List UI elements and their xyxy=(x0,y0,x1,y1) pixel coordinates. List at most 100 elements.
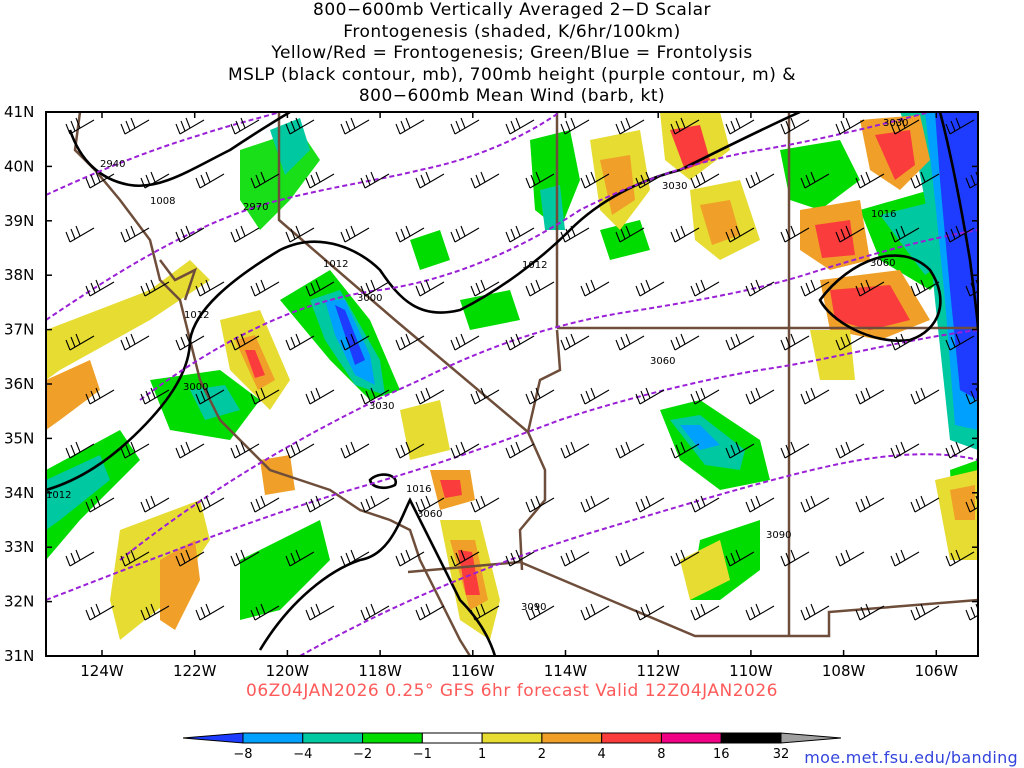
wind-barb xyxy=(690,387,720,405)
wind-barb xyxy=(635,603,665,621)
colorbar-box xyxy=(421,732,483,744)
wind-barb xyxy=(725,441,755,459)
wind-barb xyxy=(395,549,425,567)
wind-barb xyxy=(910,387,940,405)
wind-barb xyxy=(415,603,445,621)
wind-barb xyxy=(175,441,205,459)
longitude-axis: 124W 122W 120W 118W 116W 114W 112W 110W 108W 106W xyxy=(80,112,958,680)
colorbar-box xyxy=(660,732,722,744)
wind-barb xyxy=(725,549,755,567)
wind-barb xyxy=(890,549,920,567)
wind-barb xyxy=(305,603,335,621)
colorbar-label: −2 xyxy=(353,747,372,762)
wind-barb xyxy=(305,495,335,513)
map-title: 800−600mb Vertically Averaged 2−D Scalar… xyxy=(0,0,1024,108)
lat-label: 37N xyxy=(4,321,34,339)
wind-barb xyxy=(615,225,645,243)
lat-label: 40N xyxy=(4,157,34,175)
wind-barb xyxy=(910,603,940,621)
wind-barb xyxy=(120,549,150,567)
wind-barb xyxy=(395,333,425,351)
wind-barb xyxy=(505,549,535,567)
wind-barb xyxy=(175,549,205,567)
wind-barb xyxy=(450,333,480,351)
wind-barb xyxy=(395,441,425,459)
wind-barb xyxy=(945,549,975,567)
wind-barb xyxy=(85,387,115,405)
contour-labels: 1008 2940 2970 1012 3000 1012 3000 1012 … xyxy=(46,118,908,613)
wind-barb xyxy=(340,117,370,135)
wind-barb xyxy=(175,225,205,243)
wind-barb xyxy=(450,225,480,243)
colorbar-label: 32 xyxy=(773,747,790,762)
wind-barb xyxy=(250,495,280,513)
wind-barb xyxy=(725,117,755,135)
wind-barb xyxy=(120,333,150,351)
latitude-axis: 41N 40N 39N 38N 37N 36N 35N 34N 33N 32N 31N xyxy=(4,103,978,665)
wind-barb xyxy=(780,549,810,567)
contour-label-3060-c: 3060 xyxy=(870,258,895,269)
title-line-3: Yellow/Red = Frontogenesis; Green/Blue =… xyxy=(271,43,753,63)
contour-label-2970: 2970 xyxy=(243,202,268,213)
wind-barb xyxy=(965,387,978,405)
wind-barb xyxy=(835,117,865,135)
colorbar-box xyxy=(481,732,543,744)
wind-barb xyxy=(560,549,590,567)
wind-barb xyxy=(965,279,978,297)
wind-barb xyxy=(230,549,260,567)
wind-barb xyxy=(195,495,225,513)
wind-barb xyxy=(560,117,590,135)
wind-barb xyxy=(745,495,775,513)
wind-barb xyxy=(635,279,665,297)
wind-barb xyxy=(450,441,480,459)
wind-barb xyxy=(910,495,940,513)
colorbar-label: 1 xyxy=(478,747,486,762)
coastline xyxy=(73,112,472,656)
wind-barb xyxy=(85,171,115,189)
lat-label: 33N xyxy=(4,538,34,556)
wind-barb xyxy=(615,441,645,459)
title-line-2: Frontogenesis (shaded, K/6hr/100km) xyxy=(343,21,681,42)
wind-barb xyxy=(800,495,830,513)
contour-label-3030-b: 3030 xyxy=(662,181,687,192)
colorbar-label: −1 xyxy=(413,747,432,762)
wind-barb xyxy=(725,333,755,351)
wind-barb xyxy=(690,279,720,297)
wind-barb xyxy=(945,117,975,135)
wind-barb xyxy=(745,603,775,621)
wind-barb xyxy=(195,279,225,297)
wind-barb xyxy=(415,387,445,405)
wind-barb xyxy=(615,333,645,351)
colorbar-label: 2 xyxy=(538,747,546,762)
wind-barb xyxy=(340,549,370,567)
contour-label-1016-a: 1016 xyxy=(406,484,431,495)
colorbar: −8 −4 −2 −1 1 2 4 8 16 32 xyxy=(182,732,842,762)
lat-label: 34N xyxy=(4,484,34,502)
contour-label-3060-a: 3060 xyxy=(417,509,442,520)
wind-barb xyxy=(450,549,480,567)
wind-barb xyxy=(250,171,280,189)
wind-barb xyxy=(305,171,335,189)
wind-barb xyxy=(65,333,95,351)
wind-barb xyxy=(525,603,555,621)
wind-barb xyxy=(305,279,335,297)
contour-label-3030-a: 3030 xyxy=(369,401,394,412)
state-borders xyxy=(277,112,978,638)
wind-barb xyxy=(725,225,755,243)
contour-label-3030-c: 3030 xyxy=(883,118,908,129)
wind-barb xyxy=(580,495,610,513)
wind-barb xyxy=(945,333,975,351)
wind-barb xyxy=(965,495,978,513)
wind-barb xyxy=(745,279,775,297)
wind-barb xyxy=(945,441,975,459)
colorbar-box xyxy=(720,732,782,744)
wind-barb xyxy=(285,441,315,459)
lon-label: 122W xyxy=(173,662,217,680)
colorbar-label: 4 xyxy=(598,747,606,762)
contour-label-1016-b: 1016 xyxy=(871,209,896,220)
contour-label-1012-c: 1012 xyxy=(46,490,71,501)
wind-barb xyxy=(195,603,225,621)
wind-barb xyxy=(250,387,280,405)
wind-barb xyxy=(250,279,280,297)
wind-barb xyxy=(195,171,225,189)
